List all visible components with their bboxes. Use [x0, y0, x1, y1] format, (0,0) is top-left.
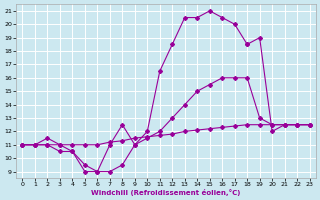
X-axis label: Windchill (Refroidissement éolien,°C): Windchill (Refroidissement éolien,°C) — [91, 189, 241, 196]
